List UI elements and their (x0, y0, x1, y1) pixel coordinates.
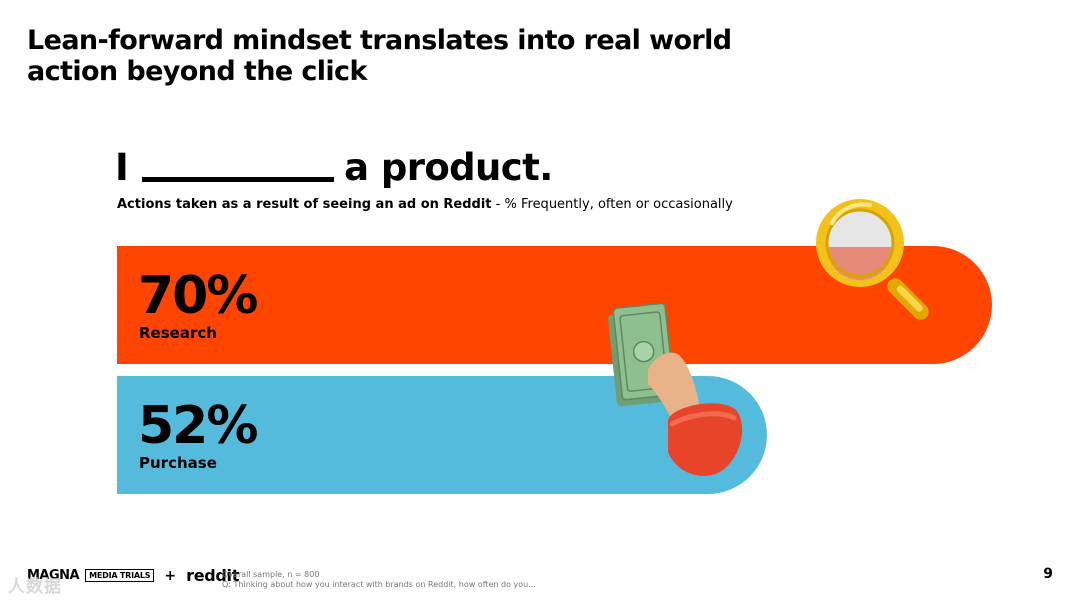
footer-logos: MAGNA MEDIA TRIALS + reddit (27, 566, 239, 585)
bar-label-purchase: Purchase (139, 454, 217, 472)
chart-headline: I a product. (115, 146, 553, 190)
magnifying-glass-icon (816, 199, 929, 320)
media-trials-logo: MEDIA TRIALS (85, 569, 155, 582)
page-number: 9 (1043, 566, 1053, 582)
reddit-logo: reddit (186, 566, 240, 585)
bar-label-research: Research (139, 324, 217, 342)
bars-group: 70%Research 52%Purchase (117, 246, 992, 494)
headline-start: I (115, 146, 129, 189)
watermark: 人数据 (8, 577, 62, 597)
bar-research (117, 246, 992, 364)
bar-value-research: 70% (138, 266, 257, 326)
chart-subtitle-bold: Actions taken as a result of seeing an a… (117, 197, 492, 212)
footnote-sample: Overall sample, n = 800 (222, 570, 320, 579)
bar-purchase (117, 376, 767, 494)
slide-title: Lean-forward mindset translates into rea… (27, 25, 732, 87)
headline-end: a product. (344, 146, 553, 189)
logo-plus: + (164, 567, 177, 584)
bar-value-purchase: 52% (138, 396, 257, 456)
magna-logo: MAGNA (27, 568, 80, 583)
hand-holding-money-icon (608, 302, 743, 476)
footnote-question: Q: Thinking about how you interact with … (222, 580, 536, 589)
headline-blank-line (142, 177, 335, 182)
chart-subtitle: Actions taken as a result of seeing an a… (117, 197, 733, 213)
footnote: Overall sample, n = 800 Q: Thinking abou… (222, 570, 536, 590)
chart-subtitle-rest: - % Frequently, often or occasionally (491, 197, 733, 212)
